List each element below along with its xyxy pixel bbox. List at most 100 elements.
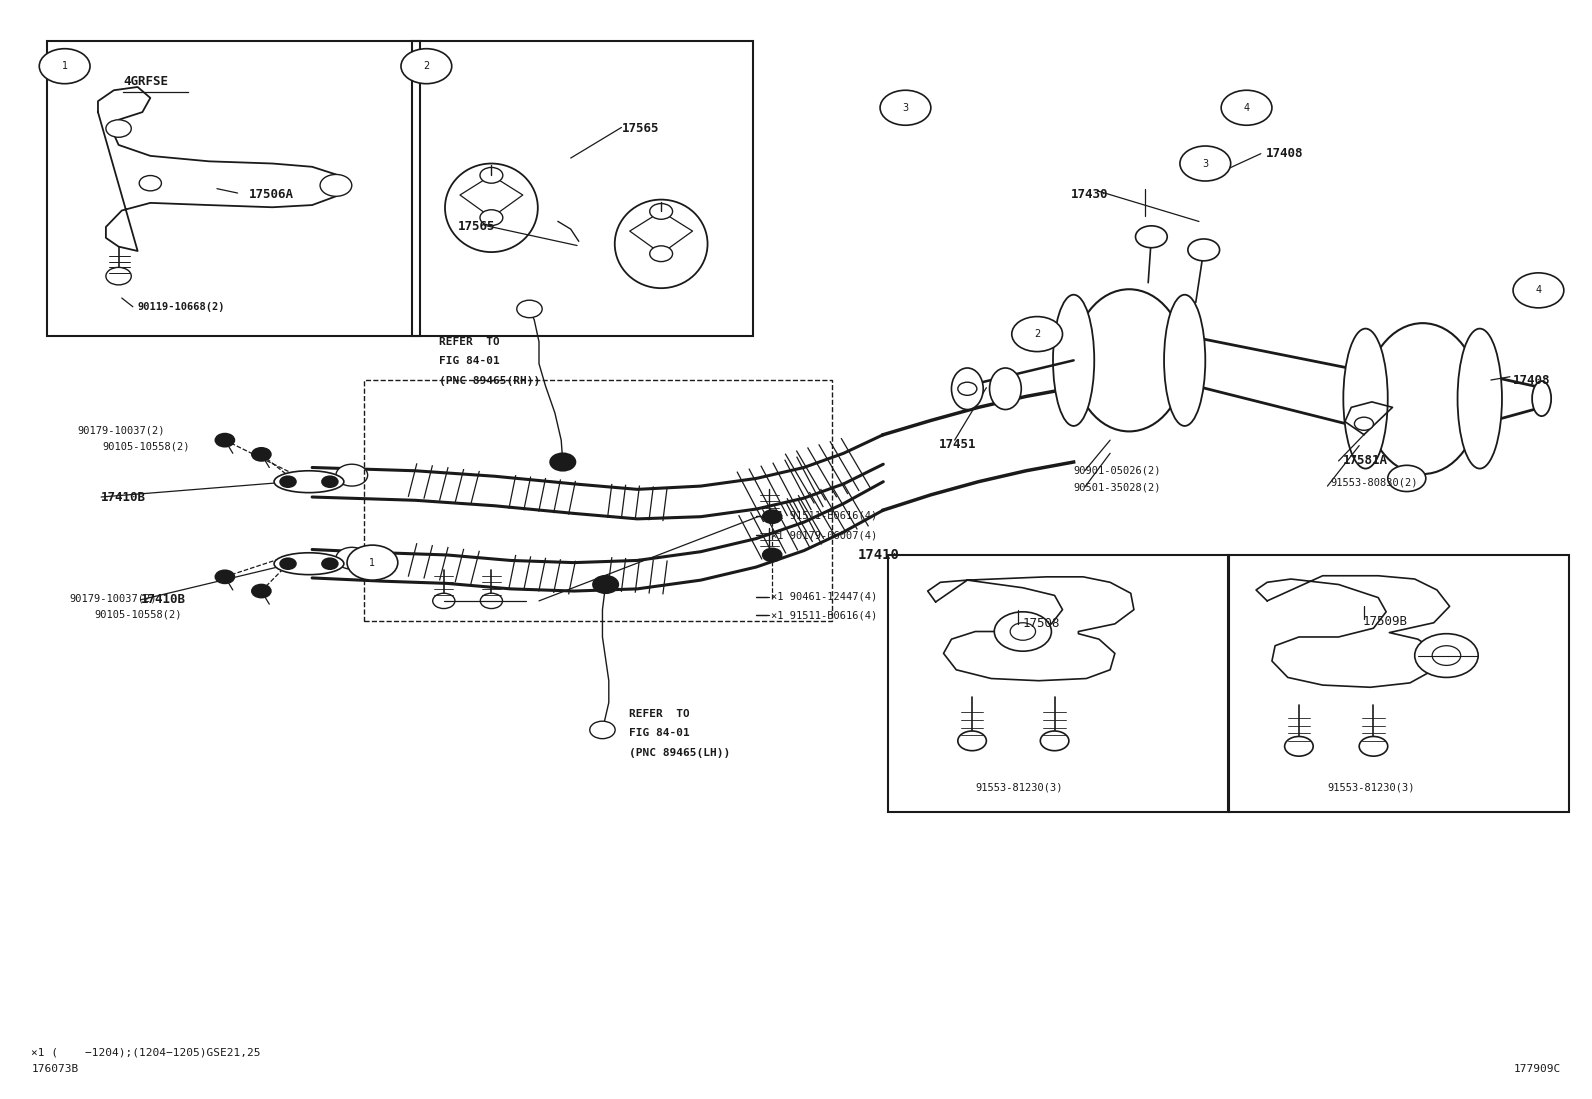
Text: 4: 4 — [1243, 102, 1250, 113]
Ellipse shape — [1532, 381, 1551, 417]
Text: 17565: 17565 — [458, 221, 495, 233]
Text: 4GRFSE: 4GRFSE — [123, 75, 169, 88]
Circle shape — [958, 731, 987, 751]
Text: 91553-80830(2): 91553-80830(2) — [1331, 478, 1418, 488]
Ellipse shape — [1344, 329, 1388, 468]
Ellipse shape — [1164, 295, 1205, 426]
Circle shape — [322, 558, 338, 569]
Circle shape — [1040, 731, 1068, 751]
Text: 90179-10037(2): 90179-10037(2) — [78, 425, 166, 435]
Polygon shape — [630, 211, 693, 254]
Text: 17410B: 17410B — [102, 490, 146, 503]
Circle shape — [517, 300, 543, 318]
Circle shape — [958, 382, 977, 396]
Ellipse shape — [274, 470, 344, 492]
Text: 17508: 17508 — [1024, 618, 1060, 631]
Bar — [365, 380, 833, 621]
Text: 91553-81230(3): 91553-81230(3) — [976, 782, 1063, 792]
Circle shape — [650, 246, 672, 262]
Text: 3: 3 — [1202, 158, 1208, 168]
Text: 17509B: 17509B — [1363, 615, 1407, 629]
Text: 3: 3 — [903, 102, 909, 113]
Ellipse shape — [1073, 289, 1184, 432]
Circle shape — [479, 210, 503, 225]
Text: REFER  TO: REFER TO — [439, 336, 500, 347]
Text: ×1 90179-06007(4): ×1 90179-06007(4) — [771, 531, 877, 541]
Text: 17581A: 17581A — [1344, 454, 1388, 467]
Circle shape — [252, 585, 271, 598]
Text: 17565: 17565 — [621, 122, 659, 135]
Text: (PNC 89465(LH)): (PNC 89465(LH)) — [629, 748, 731, 758]
Ellipse shape — [446, 164, 538, 252]
Text: 17408: 17408 — [1266, 147, 1304, 160]
Bar — [48, 41, 420, 336]
Text: 17506A: 17506A — [248, 188, 293, 201]
Text: 176073B: 176073B — [32, 1064, 78, 1074]
Text: 91553-81230(3): 91553-81230(3) — [1328, 782, 1415, 792]
Circle shape — [880, 90, 931, 125]
Circle shape — [763, 510, 782, 523]
Circle shape — [280, 558, 296, 569]
Ellipse shape — [615, 200, 707, 288]
Circle shape — [1512, 273, 1563, 308]
Circle shape — [336, 547, 368, 569]
Circle shape — [551, 453, 575, 470]
Text: 17430: 17430 — [1070, 188, 1108, 201]
Text: 17408: 17408 — [1512, 374, 1551, 387]
Circle shape — [763, 548, 782, 562]
Text: 17451: 17451 — [939, 439, 976, 451]
Text: ×1 91511-B0616(4): ×1 91511-B0616(4) — [771, 511, 877, 521]
Text: 90501-35028(2): 90501-35028(2) — [1073, 482, 1161, 492]
Text: 90119-10668(2): 90119-10668(2) — [137, 302, 224, 312]
Text: ×1 90461-12447(4): ×1 90461-12447(4) — [771, 591, 877, 601]
Text: FIG 84-01: FIG 84-01 — [629, 729, 691, 739]
Text: 1: 1 — [62, 62, 68, 71]
Bar — [412, 41, 753, 336]
Text: 17410B: 17410B — [140, 593, 186, 607]
Ellipse shape — [1052, 295, 1094, 426]
Text: REFER  TO: REFER TO — [629, 709, 691, 719]
Circle shape — [347, 545, 398, 580]
Circle shape — [215, 570, 234, 584]
Circle shape — [336, 464, 368, 486]
Circle shape — [650, 203, 672, 220]
Polygon shape — [460, 176, 522, 218]
Circle shape — [1360, 736, 1388, 756]
Circle shape — [280, 476, 296, 487]
Text: 90105-10558(2): 90105-10558(2) — [103, 442, 189, 452]
Text: 2: 2 — [423, 62, 430, 71]
Text: 90105-10558(2): 90105-10558(2) — [96, 609, 183, 619]
Circle shape — [139, 176, 161, 191]
Circle shape — [1285, 736, 1313, 756]
Circle shape — [433, 593, 455, 609]
Text: 2: 2 — [1035, 329, 1040, 340]
Circle shape — [1013, 317, 1062, 352]
Text: 90901-05026(2): 90901-05026(2) — [1073, 466, 1161, 476]
Text: 1: 1 — [369, 557, 376, 567]
Ellipse shape — [990, 368, 1022, 410]
Circle shape — [592, 576, 618, 593]
Circle shape — [401, 48, 452, 84]
Text: 90179-10037(2): 90179-10037(2) — [70, 593, 158, 603]
Ellipse shape — [952, 368, 984, 410]
Circle shape — [995, 612, 1051, 652]
Circle shape — [589, 721, 615, 739]
Circle shape — [252, 447, 271, 460]
Text: (PNC 89465(RH)): (PNC 89465(RH)) — [439, 376, 540, 386]
Circle shape — [107, 267, 131, 285]
Ellipse shape — [1366, 323, 1479, 474]
Circle shape — [1188, 238, 1219, 260]
Circle shape — [322, 476, 338, 487]
Circle shape — [215, 434, 234, 446]
Circle shape — [1011, 623, 1035, 641]
Circle shape — [1180, 146, 1231, 181]
Circle shape — [1221, 90, 1272, 125]
Text: 17410: 17410 — [858, 548, 899, 562]
Circle shape — [1415, 634, 1477, 677]
Circle shape — [107, 120, 131, 137]
Text: FIG 84-01: FIG 84-01 — [439, 356, 500, 366]
Text: 4: 4 — [1535, 286, 1541, 296]
Circle shape — [479, 167, 503, 184]
Ellipse shape — [1458, 329, 1501, 468]
Circle shape — [320, 175, 352, 197]
